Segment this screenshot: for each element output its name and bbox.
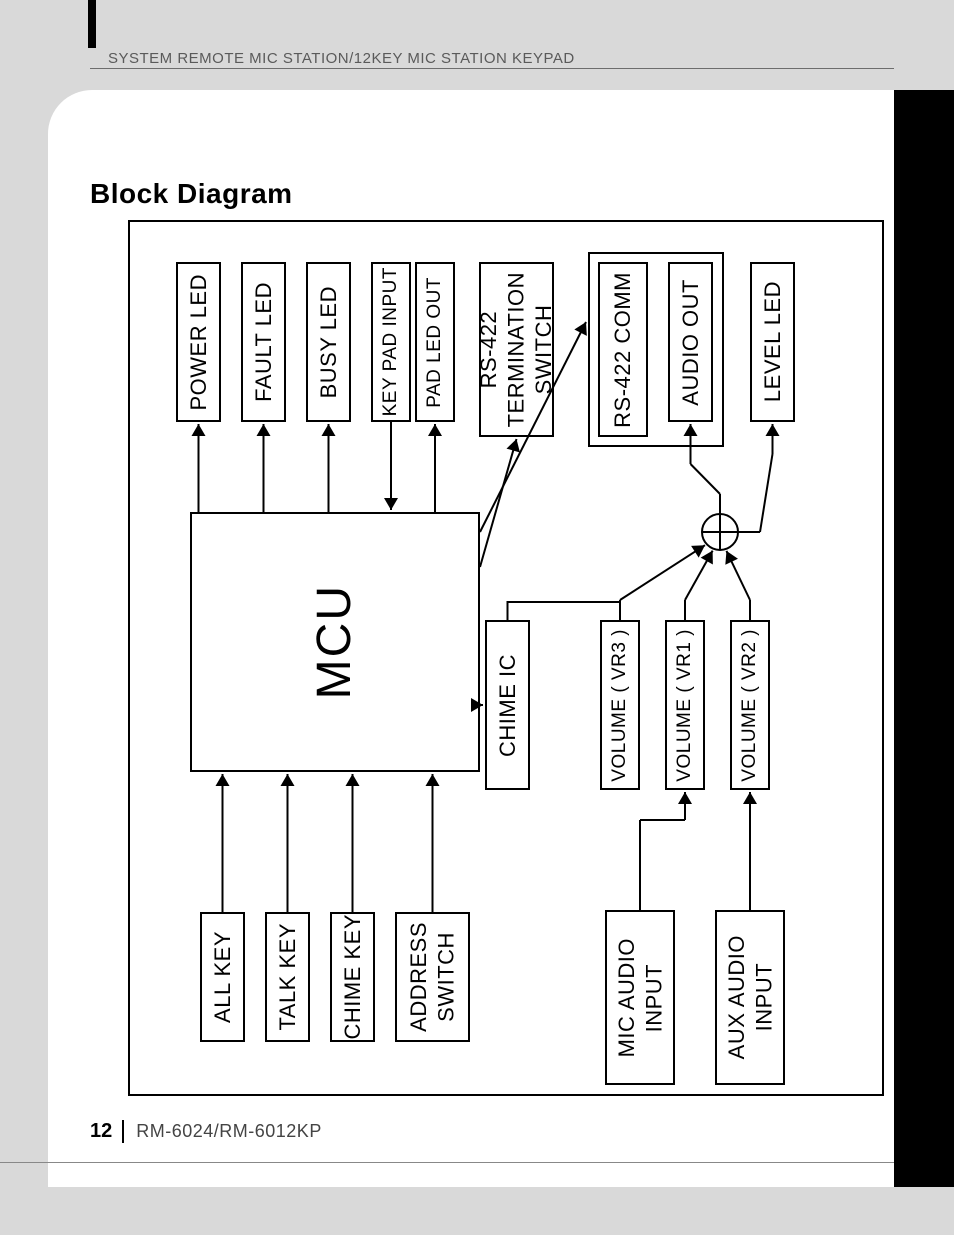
binding-mark [88,0,96,48]
node-label: POWER LED [185,274,213,411]
node-label: VOLUME ( VR1 ) [673,629,697,782]
node-label: MCU [305,584,365,699]
node-vol_vr1: VOLUME ( VR1 ) [665,620,705,790]
node-label: MIC AUDIO INPUT [613,938,668,1057]
node-pad_led_out: PAD LED OUT [415,262,455,422]
node-talk_key: TALK KEY [265,912,310,1042]
node-label: CHIME IC [494,654,522,757]
node-mcu: MCU [190,512,480,772]
node-vol_vr3: VOLUME ( VR3 ) [600,620,640,790]
node-all_key: ALL KEY [200,912,245,1042]
footer-rule [0,1162,894,1163]
block-diagram: ALL KEY TALK KEY CHIME KEY ADDRESS SWITCH MI… [128,220,884,1096]
node-label: KEY PAD INPUT [379,267,403,416]
node-rs_group [588,252,724,447]
node-label: AUX AUDIO INPUT [723,935,778,1059]
node-chime_ic: CHIME IC [485,620,530,790]
node-mic_audio: MIC AUDIO INPUT [605,910,675,1085]
node-label: PAD LED OUT [423,277,447,408]
node-label: BUSY LED [315,286,343,398]
node-label: VOLUME ( VR3 ) [608,629,632,782]
model-number: RM-6024/RM-6012KP [136,1121,322,1142]
node-label: LEVEL LED [759,281,787,402]
node-aux_audio: AUX AUDIO INPUT [715,910,785,1085]
node-power_led: POWER LED [176,262,221,422]
header-rule [90,68,894,69]
node-level_led: LEVEL LED [750,262,795,422]
node-address_switch: ADDRESS SWITCH [395,912,470,1042]
node-label: ADDRESS SWITCH [405,922,460,1032]
page-number: 12 [90,1120,124,1143]
section-title: Block Diagram [90,178,293,210]
node-label: FAULT LED [250,282,278,402]
node-keypad_in: KEY PAD INPUT [371,262,411,422]
node-label: RS-422 TERMINATION SWITCH [475,272,558,427]
node-label: CHIME KEY [339,914,367,1040]
node-label: TALK KEY [274,923,302,1031]
page: SYSTEM REMOTE MIC STATION/12KEY MIC STAT… [0,0,954,1235]
node-rs422_term: RS-422 TERMINATION SWITCH [479,262,554,437]
node-vol_vr2: VOLUME ( VR2 ) [730,620,770,790]
node-chime_key: CHIME KEY [330,912,375,1042]
node-label: ALL KEY [209,931,237,1023]
node-busy_led: BUSY LED [306,262,351,422]
right-black-strip [894,90,954,1187]
node-fault_led: FAULT LED [241,262,286,422]
node-label: VOLUME ( VR2 ) [738,629,762,782]
running-header: SYSTEM REMOTE MIC STATION/12KEY MIC STAT… [108,50,575,67]
